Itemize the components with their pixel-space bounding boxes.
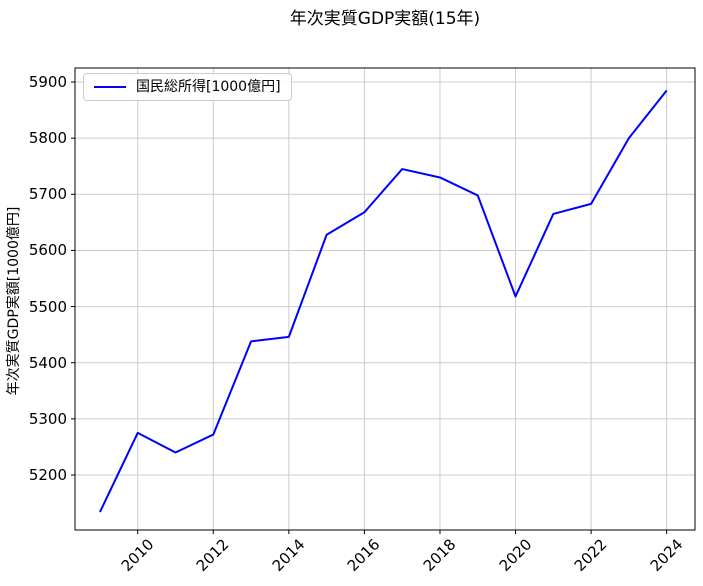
y-tick-label: 5800 [28,129,67,148]
y-tick-label: 5400 [28,353,67,372]
legend-line-sample [94,86,126,88]
y-tick-label: 5300 [28,409,67,428]
legend: 国民総所得[1000億円] [83,73,292,101]
y-tick-label: 5500 [28,297,67,316]
y-tick-label: 5200 [28,465,67,484]
legend-label: 国民総所得[1000億円] [136,79,281,95]
chart-title: 年次実質GDP実額(15年) [289,9,481,29]
y-tick-label: 5700 [28,185,67,204]
plot-border [74,67,696,531]
y-tick-label: 5600 [28,241,67,260]
series-line [99,89,668,513]
y-tick-label: 5900 [28,73,67,92]
